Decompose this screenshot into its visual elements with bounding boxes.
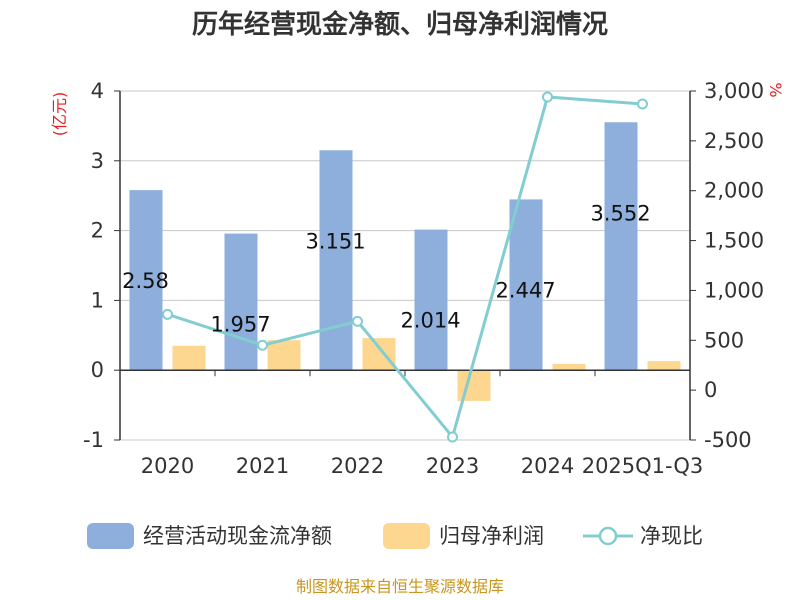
bar-net-profit xyxy=(552,363,586,371)
ratio-line xyxy=(162,91,648,443)
ratio-point xyxy=(542,91,553,103)
legend: 经营活动现金流净额 归母净利润 净现比 xyxy=(87,523,703,549)
bars xyxy=(129,122,681,401)
bar-cash-flow xyxy=(224,233,258,371)
left-tick-label: 3 xyxy=(91,149,104,173)
cash-flow-data-label: 3.151 xyxy=(305,229,365,253)
bar-cash-flow xyxy=(509,199,543,371)
source-note: 制图数据来自恒生聚源数据库 xyxy=(296,577,504,596)
right-tick-label: 2,000 xyxy=(704,179,764,203)
right-tick-label: 1,000 xyxy=(704,278,764,302)
right-tick-label: 2,500 xyxy=(704,129,764,153)
ratio-point xyxy=(637,98,648,110)
left-axis-unit: (亿元) xyxy=(50,92,69,137)
x-tick-label: 2020 xyxy=(141,454,194,478)
legend-label-net-profit: 归母净利润 xyxy=(439,524,544,548)
ratio-point xyxy=(162,308,173,320)
left-tick-label: 0 xyxy=(91,358,104,382)
data-labels: 2.58 1.957 3.151 2.014 2.447 3.552 xyxy=(122,201,650,336)
legend-label-cash-flow: 经营活动现金流净额 xyxy=(143,524,332,548)
left-tick-label: 1 xyxy=(91,288,104,312)
cash-flow-data-label: 2.447 xyxy=(495,278,555,302)
ratio-point xyxy=(352,315,363,327)
bar-net-profit xyxy=(362,338,396,371)
bar-cash-flow xyxy=(414,229,448,371)
left-tick-label: -1 xyxy=(83,428,104,452)
x-tick-label: 2024 xyxy=(521,454,574,478)
ratio-point xyxy=(447,431,458,443)
ratio-line-path xyxy=(167,95,643,441)
legend-swatch-cash-flow xyxy=(87,523,134,549)
legend-swatch-net-profit xyxy=(383,523,430,549)
bar-cash-flow xyxy=(319,150,353,371)
axes: -1 0 1 2 3 4 -500 0 500 1,000 1,500 2,000 2,500 3,000… xyxy=(83,79,764,478)
x-tick-label: 2022 xyxy=(331,454,384,478)
x-tick-label: 2021 xyxy=(236,454,289,478)
left-tick-label: 4 xyxy=(91,79,104,103)
right-tick-label: 1,500 xyxy=(704,229,764,253)
legend-swatch-ratio-marker xyxy=(598,526,618,546)
right-tick-label: 3,000 xyxy=(704,79,764,103)
cash-flow-data-label: 2.014 xyxy=(400,309,460,333)
right-tick-label: 500 xyxy=(704,328,744,352)
legend-label-ratio: 净现比 xyxy=(640,524,703,548)
chart-title: 历年经营现金净额、归母净利润情况 xyxy=(192,9,608,40)
ratio-point xyxy=(257,339,268,351)
bar-net-profit xyxy=(172,345,206,371)
right-tick-label: 0 xyxy=(704,378,717,402)
right-axis-unit: % xyxy=(766,82,785,97)
bar-net-profit xyxy=(647,361,681,371)
bar-cash-flow xyxy=(129,190,163,371)
right-tick-label: -500 xyxy=(704,428,752,452)
cash-flow-data-label: 3.552 xyxy=(590,201,650,225)
bar-cash-flow xyxy=(604,122,638,371)
cash-flow-data-label: 1.957 xyxy=(210,313,270,337)
cash-flow-data-label: 2.58 xyxy=(122,269,169,293)
bar-net-profit xyxy=(267,340,301,371)
x-tick-label: 2025Q1-Q3 xyxy=(582,454,704,478)
left-tick-label: 2 xyxy=(91,219,104,243)
x-tick-label: 2023 xyxy=(426,454,479,478)
